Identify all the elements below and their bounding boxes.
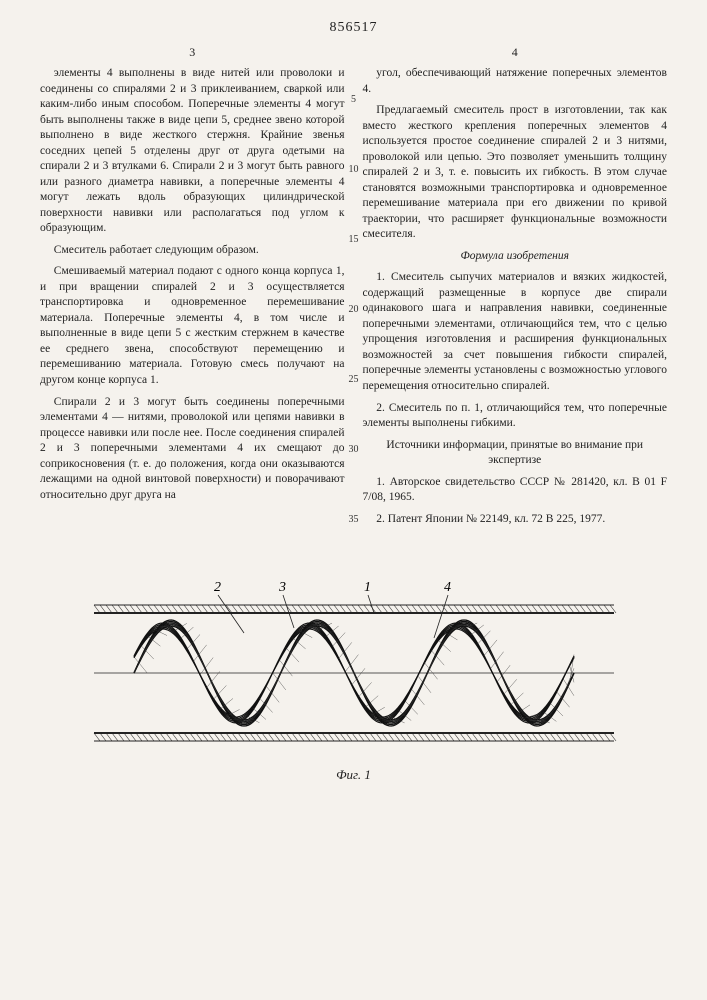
claim: 1. Смеситель сыпучих материалов и вязких… xyxy=(363,270,668,394)
columns: 5 10 15 20 25 30 35 3 элементы 4 выполне… xyxy=(40,44,667,533)
svg-text:3: 3 xyxy=(278,580,286,595)
line-marker: 35 xyxy=(349,514,359,525)
line-marker: 5 xyxy=(351,94,356,105)
line-marker: 15 xyxy=(349,234,359,245)
line-marker: 30 xyxy=(349,444,359,455)
right-column: 4 угол, обеспечивающий натяжение попереч… xyxy=(363,44,668,533)
paragraph: Предлагаемый смеситель прост в изготовле… xyxy=(363,103,668,243)
paragraph: Смеситель работает следующим образом. xyxy=(40,243,345,259)
source-item: 1. Авторское свидетельство СССР № 281420… xyxy=(363,475,668,506)
sources-heading: Источники информации, принятые во вниман… xyxy=(363,438,668,469)
figure-svg: 2 3 1 4 xyxy=(74,573,634,763)
paragraph: угол, обеспечивающий натяжение поперечны… xyxy=(363,66,668,97)
svg-text:4: 4 xyxy=(444,580,451,595)
formula-heading: Формула изобретения xyxy=(363,249,668,265)
line-marker: 20 xyxy=(349,304,359,315)
line-marker: 25 xyxy=(349,374,359,385)
line-marker: 10 xyxy=(349,164,359,175)
paragraph: Спирали 2 и 3 могут быть соединены попер… xyxy=(40,395,345,504)
paragraph: элементы 4 выполнены в виде нитей или пр… xyxy=(40,66,345,237)
left-column: 3 элементы 4 выполнены в виде нитей или … xyxy=(40,44,345,533)
svg-text:1: 1 xyxy=(364,580,371,595)
source-item: 2. Патент Японии № 22149, кл. 72 B 225, … xyxy=(363,512,668,528)
col-number-right: 4 xyxy=(363,44,668,60)
figure-1: 2 3 1 4 Фиг. 1 xyxy=(40,573,667,783)
claim: 2. Смеситель по п. 1, отличающийся тем, … xyxy=(363,401,668,432)
col-number-left: 3 xyxy=(40,44,345,60)
patent-number: 856517 xyxy=(40,20,667,36)
page: 856517 5 10 15 20 25 30 35 3 элементы 4 … xyxy=(0,0,707,1000)
svg-text:2: 2 xyxy=(214,580,221,595)
figure-caption: Фиг. 1 xyxy=(40,767,667,783)
paragraph: Смешиваемый материал подают с одного кон… xyxy=(40,264,345,388)
